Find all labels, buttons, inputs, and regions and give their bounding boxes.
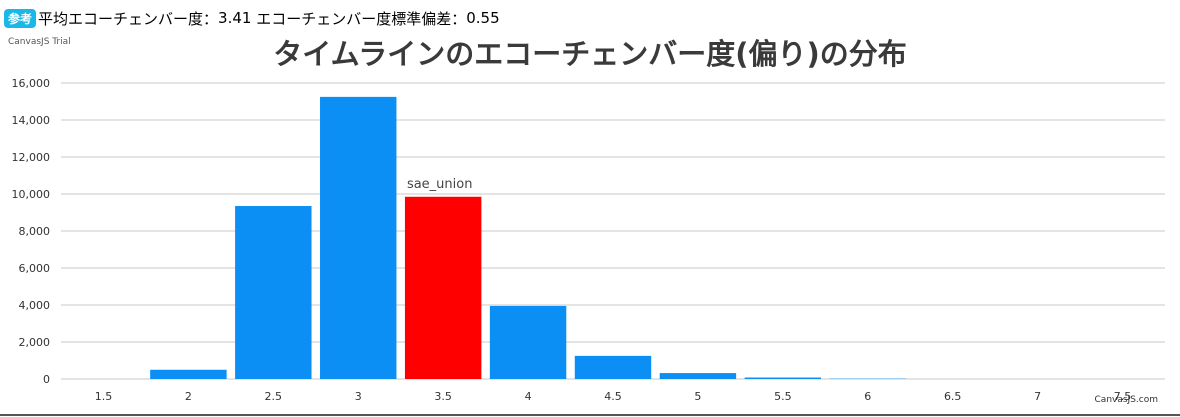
x-tick-label: 3 [355,390,362,403]
y-tick-label: 6,000 [19,262,51,275]
y-tick-label: 14,000 [12,114,51,127]
y-axis-ticks: 0 2,000 4,000 6,000 8,000 10,000 12,000 14,000 1… [12,77,51,386]
bar [659,373,737,379]
bar [235,206,312,379]
sd-value: 0.55 [466,9,500,27]
y-tick-label: 10,000 [12,188,51,201]
sd-label: エコーチェンバー度標準偏差： [256,9,467,28]
bar [489,305,567,379]
trial-watermark: CanvasJS Trial [8,37,71,47]
y-tick-label: 4,000 [19,299,51,312]
highlight-bar [404,196,482,379]
x-tick-label: 2 [185,390,192,403]
x-tick-label: 7.5 [1114,390,1132,403]
y-tick-label: 2,000 [19,336,51,349]
reference-badge: 参考 [4,8,37,28]
bars [150,96,906,379]
data-labels: sae_union [407,177,473,192]
mean-value: 3.41 [218,9,252,27]
x-tick-label: 6.5 [944,390,962,403]
chart-title: タイムラインのエコーチェンバー度(偏り)の分布 [273,37,906,71]
summary-line: 参考 平均エコーチェンバー度： 3.41 エコーチェンバー度標準偏差： 0.55 [4,8,500,28]
bar [744,377,822,379]
x-tick-label: 1.5 [95,390,113,403]
highlight-label: sae_union [407,177,473,192]
x-tick-label: 7 [1034,390,1041,403]
x-tick-label: 2.5 [265,390,283,403]
y-tick-label: 0 [43,373,50,386]
bar [574,355,652,379]
x-axis-ticks: 1.5 2 2.5 3 3.5 4 4.5 5 5.5 6 6.5 7 7.5 [95,390,1132,403]
grid-lines [61,82,1165,380]
x-tick-label: 6 [864,390,871,403]
y-tick-label: 12,000 [12,151,51,164]
mean-label: 平均エコーチェンバー度： [38,9,219,28]
bar [150,369,227,379]
x-tick-label: 5 [694,390,701,403]
x-tick-label: 3.5 [434,390,452,403]
x-tick-label: 4 [525,390,532,403]
x-tick-label: 5.5 [774,390,792,403]
canvasjs-credit[interactable]: CanvasJS.com [1094,395,1158,405]
bottom-border [0,414,1180,416]
bar [320,96,397,379]
x-tick-label: 4.5 [604,390,622,403]
y-tick-label: 8,000 [19,225,51,238]
y-tick-label: 16,000 [12,77,51,90]
